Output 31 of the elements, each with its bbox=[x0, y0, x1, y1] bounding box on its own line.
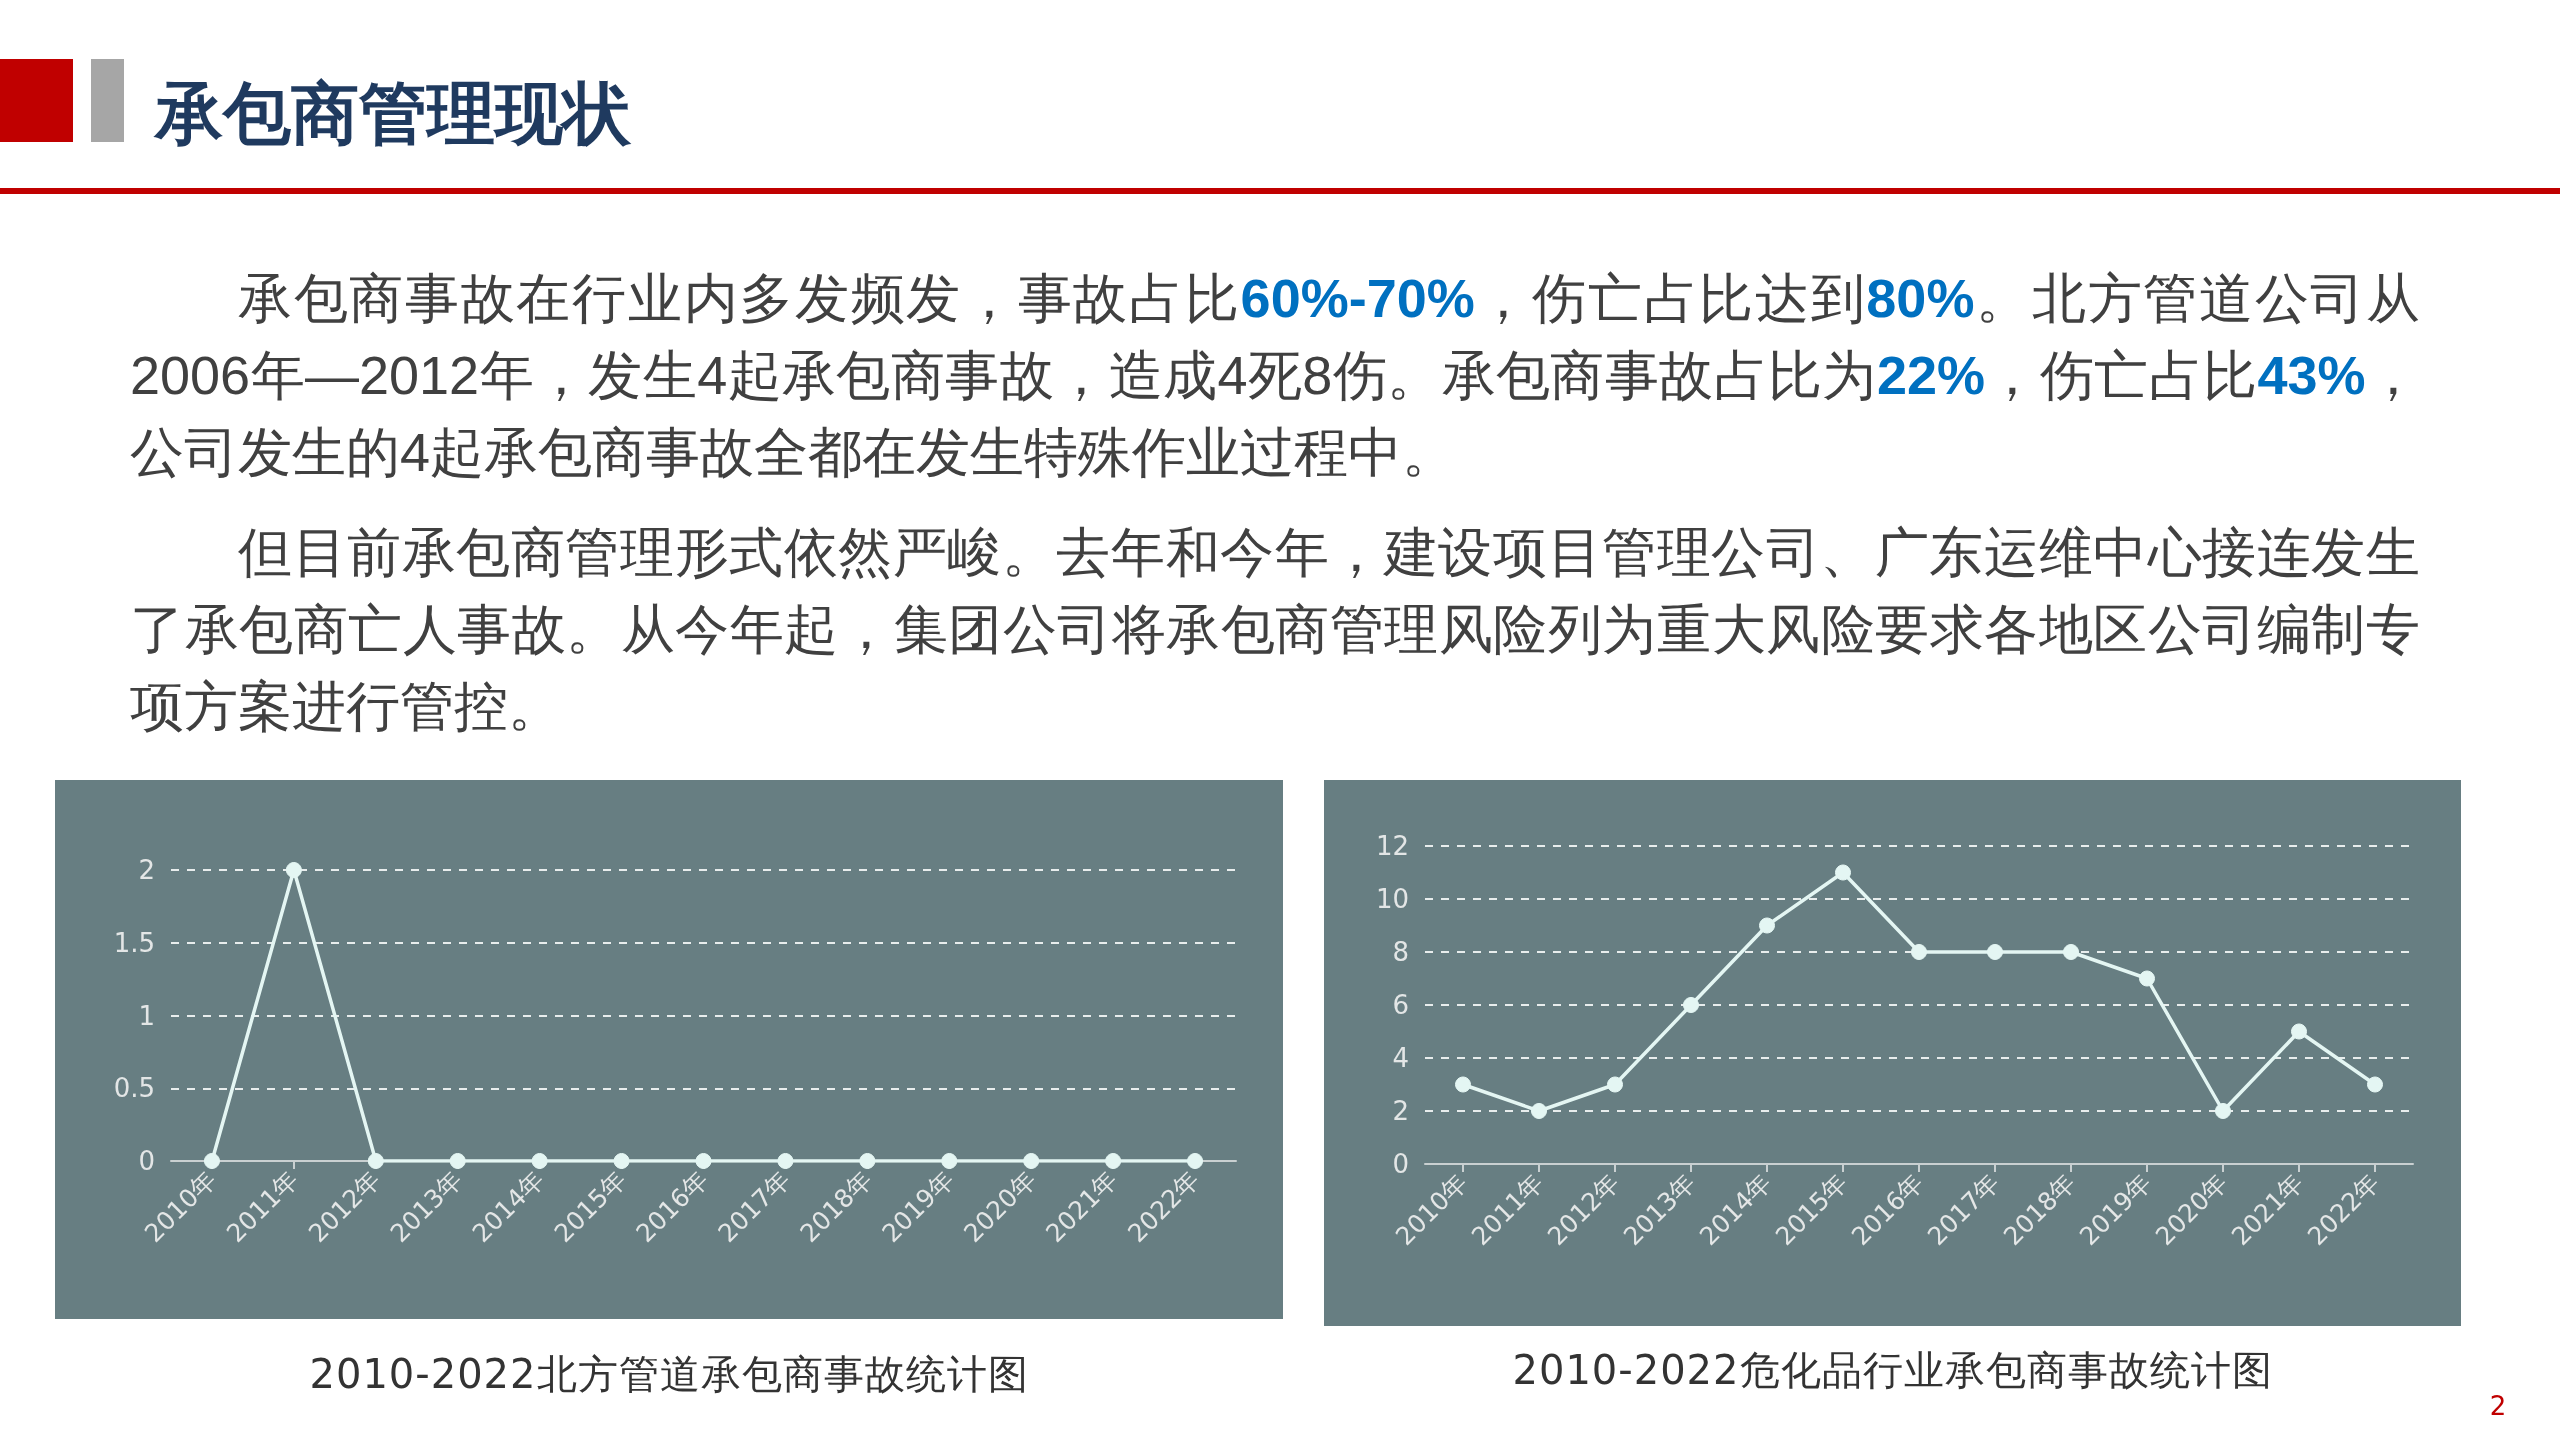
y-tick-label: 0 bbox=[1392, 1149, 1409, 1179]
y-tick-label: 6 bbox=[1392, 990, 1409, 1020]
point bbox=[1455, 1076, 1471, 1093]
text: 承包商管理现状 bbox=[155, 73, 631, 155]
point bbox=[1987, 944, 2003, 960]
point bbox=[1759, 917, 1775, 934]
text: 承包商事故在行业内多发频发，事故占比60%-70%，伤亡占比达到80%。北方管道公司从2006年—2012年，发生4起承包商事故，造成4死8伤。承包商事故占比为22%，伤亡占比43%，公司发生的4起承包商事故全都在发生特殊作业过程中。 bbox=[130, 268, 2421, 482]
point bbox=[1607, 1076, 1623, 1093]
text: 2 bbox=[2488, 1390, 2508, 1423]
y-tick-label: 12 bbox=[1375, 831, 1409, 861]
y-tick-label: 4 bbox=[1392, 1043, 1409, 1073]
point bbox=[2215, 1103, 2231, 1119]
y-tick-label: 1.5 bbox=[113, 927, 155, 958]
text: 但目前承包商管理形式依然严峻。去年和今年，建设项目管理公司、广东运维中心接连发生了承包商亡人事故。从今年起，集团公司将承包商管理风险列为重大风险要求各地区公司编制专项方案进行管控。 bbox=[130, 522, 2420, 736]
text: 2010-2022北方管道承包商事故统计图 bbox=[308, 1350, 1030, 1399]
y-tick-label: 2 bbox=[138, 855, 155, 885]
y-tick-label: 8 bbox=[1392, 937, 1409, 967]
y-tick-label: 0.5 bbox=[113, 1073, 155, 1104]
y-tick-label: 1 bbox=[138, 1000, 155, 1031]
y-tick-label: 2 bbox=[1392, 1096, 1409, 1126]
point bbox=[2139, 970, 2155, 987]
point bbox=[1531, 1103, 1547, 1119]
point bbox=[1911, 944, 1927, 960]
point bbox=[2063, 944, 2079, 960]
point bbox=[2367, 1076, 2383, 1093]
y-tick-label: 0 bbox=[138, 1146, 155, 1176]
point bbox=[1683, 997, 1699, 1013]
y-tick-label: 10 bbox=[1375, 884, 1409, 914]
text: 2010-2022危化品行业承包商事故统计图 bbox=[1511, 1346, 2274, 1395]
point bbox=[2291, 1023, 2307, 1040]
point bbox=[1835, 864, 1851, 881]
